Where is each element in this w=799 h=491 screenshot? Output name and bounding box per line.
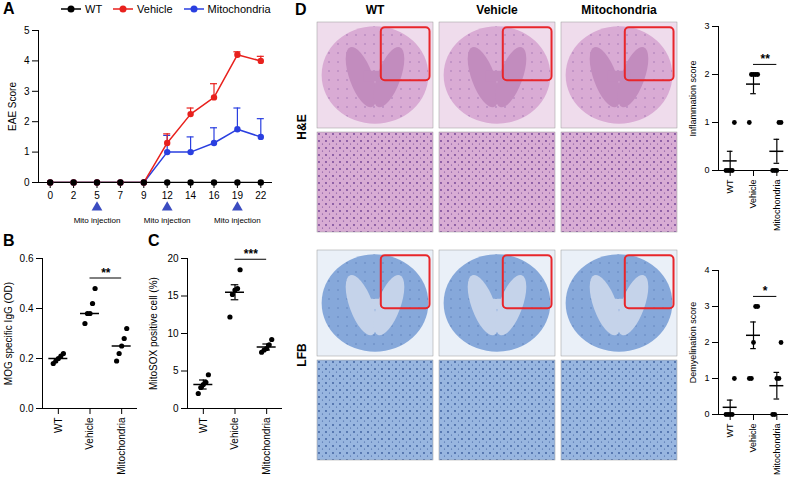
svg-text:5: 5 — [94, 190, 100, 201]
svg-text:MitoSOX positive cell (%): MitoSOX positive cell (%) — [148, 277, 159, 390]
svg-text:0: 0 — [704, 409, 709, 419]
html-text:Vehicle: Vehicle — [137, 3, 173, 15]
svg-text:Mitochondria: Mitochondria — [116, 417, 127, 475]
svg-text:3: 3 — [704, 301, 709, 311]
svg-text:5: 5 — [173, 365, 179, 376]
html-text:WT: WT — [85, 3, 103, 15]
svg-text:Mitochondria: Mitochondria — [261, 417, 272, 475]
html-text:B: B — [3, 232, 15, 249]
svg-text:3: 3 — [24, 86, 30, 97]
html-text:Mitochondria: Mitochondria — [207, 3, 271, 15]
svg-text:20: 20 — [167, 253, 179, 264]
svg-text:1: 1 — [704, 117, 709, 127]
svg-text:0.0: 0.0 — [20, 403, 34, 414]
svg-text:Vehicle: Vehicle — [748, 424, 758, 453]
svg-text:Demyelination score: Demyelination score — [688, 302, 698, 384]
svg-text:14: 14 — [185, 190, 197, 201]
svg-text:WT: WT — [725, 423, 735, 437]
html-text:A: A — [3, 0, 15, 17]
svg-text:16: 16 — [208, 190, 220, 201]
svg-text:2: 2 — [71, 190, 77, 201]
svg-text:7: 7 — [118, 190, 124, 201]
svg-text:*: * — [763, 284, 768, 298]
svg-text:10: 10 — [167, 328, 179, 339]
svg-text:0: 0 — [24, 177, 30, 188]
svg-text:3: 3 — [704, 21, 709, 31]
svg-text:0.4: 0.4 — [20, 303, 34, 314]
svg-text:0: 0 — [173, 403, 179, 414]
svg-text:1: 1 — [704, 373, 709, 383]
svg-text:9: 9 — [141, 190, 147, 201]
svg-text:**: ** — [101, 266, 111, 280]
svg-text:2: 2 — [704, 337, 709, 347]
svg-text:4: 4 — [704, 265, 709, 275]
html-text:C: C — [148, 232, 160, 249]
svg-text:Vehicle: Vehicle — [84, 417, 95, 450]
svg-text:Vehicle: Vehicle — [748, 180, 758, 209]
svg-text:Mito injection: Mito injection — [74, 216, 121, 225]
svg-text:12: 12 — [162, 190, 174, 201]
svg-text:**: ** — [760, 52, 770, 66]
svg-text:Mitochondria: Mitochondria — [772, 424, 782, 476]
svg-text:5: 5 — [24, 25, 30, 36]
svg-text:D: D — [295, 1, 307, 18]
svg-text:19: 19 — [232, 190, 244, 201]
svg-text:WT: WT — [53, 418, 64, 434]
svg-text:0.2: 0.2 — [20, 353, 34, 364]
svg-text:22: 22 — [255, 190, 267, 201]
svg-text:WT: WT — [366, 3, 385, 17]
svg-text:4: 4 — [24, 55, 30, 66]
svg-text:1: 1 — [24, 146, 30, 157]
svg-text:0: 0 — [704, 165, 709, 175]
svg-text:Inflammation score: Inflammation score — [688, 60, 698, 136]
svg-text:Vehicle: Vehicle — [229, 417, 240, 450]
svg-text:***: *** — [244, 247, 258, 261]
svg-text:Vehicle: Vehicle — [476, 3, 518, 17]
svg-text:0: 0 — [47, 190, 53, 201]
svg-text:2: 2 — [704, 69, 709, 79]
svg-text:EAE Score: EAE Score — [7, 82, 18, 131]
svg-text:Mito injection: Mito injection — [144, 216, 191, 225]
svg-text:MOG specific IgG (OD): MOG specific IgG (OD) — [3, 282, 14, 385]
svg-text:2: 2 — [24, 116, 30, 127]
svg-text:LFB: LFB — [295, 343, 309, 367]
svg-text:WT: WT — [198, 418, 209, 434]
svg-text:15: 15 — [167, 290, 179, 301]
svg-text:Mitochondria: Mitochondria — [772, 180, 782, 232]
svg-text:Mitochondria: Mitochondria — [581, 3, 657, 17]
svg-text:H&E: H&E — [295, 114, 309, 139]
svg-text:0.6: 0.6 — [20, 253, 34, 264]
svg-text:Mito injection: Mito injection — [214, 216, 261, 225]
svg-text:WT: WT — [725, 179, 735, 193]
